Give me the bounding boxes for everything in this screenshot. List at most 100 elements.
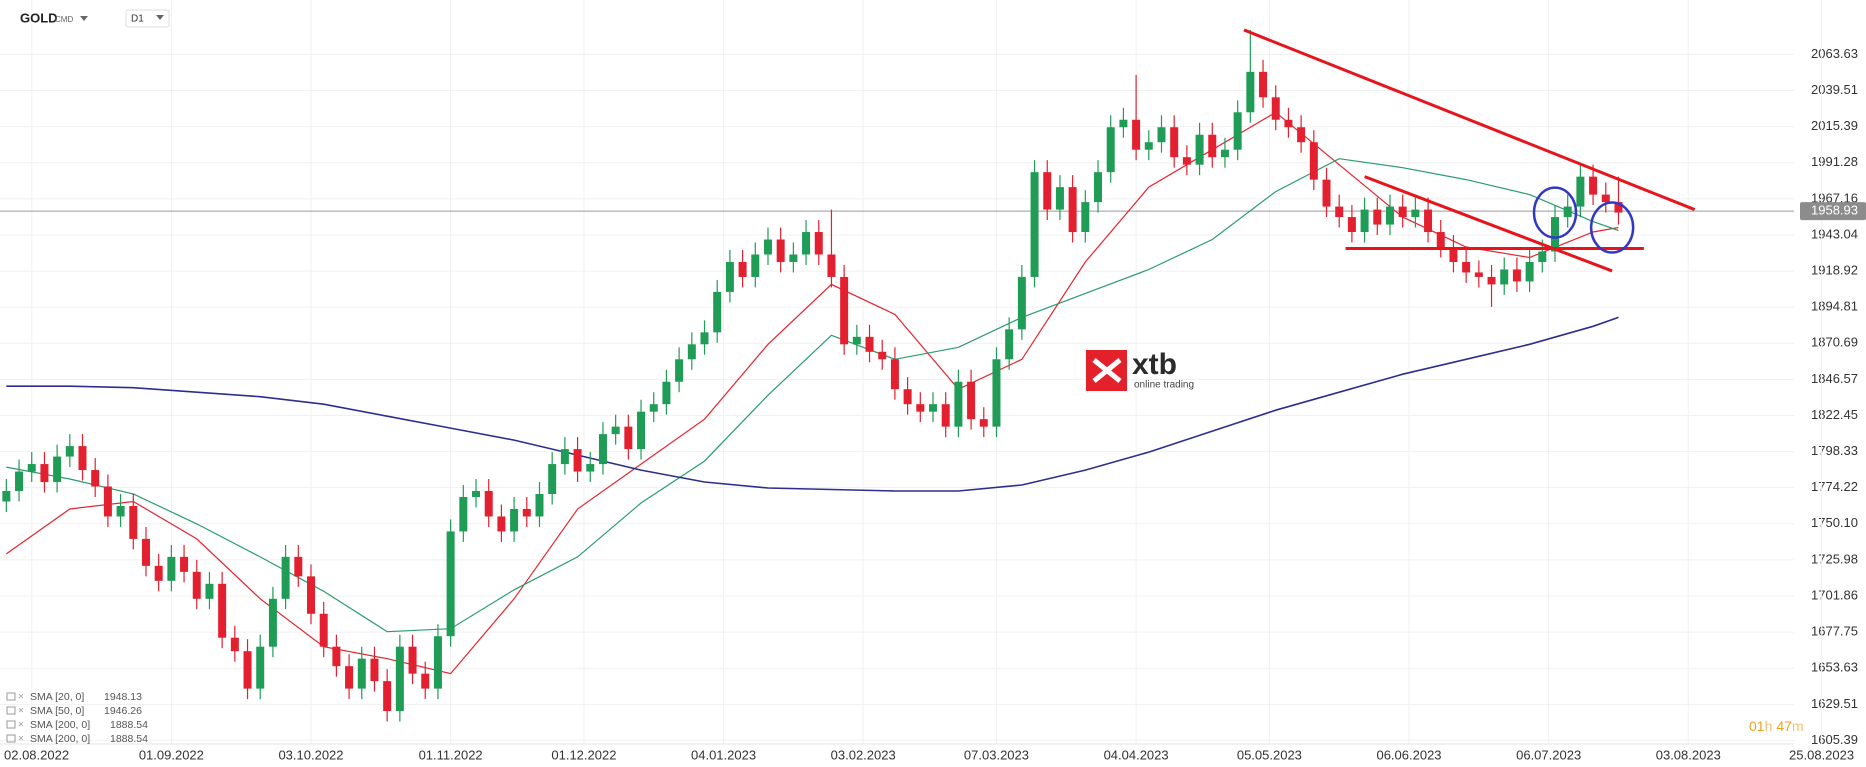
candle-body: [1614, 202, 1623, 213]
candle-body: [1347, 217, 1356, 233]
timer-part: 01: [1749, 718, 1765, 734]
candle-body: [1017, 276, 1026, 330]
x-tick-label: 03.02.2023: [831, 747, 896, 762]
candle-body: [1068, 187, 1077, 233]
candle-body: [395, 646, 404, 712]
candle-body: [421, 673, 430, 689]
y-tick-label: 1629.51: [1811, 696, 1858, 711]
candle-body: [637, 411, 646, 450]
candle-body: [1106, 127, 1115, 173]
x-tick-label: 07.03.2023: [964, 747, 1029, 762]
candle-body: [1500, 269, 1509, 285]
symbol-dropdown[interactable]: [80, 16, 88, 21]
legend-icon: [6, 706, 16, 715]
candle-body: [535, 494, 544, 517]
candle-body: [700, 332, 709, 345]
logo-icon: [1092, 358, 1122, 383]
candle-body: [497, 516, 506, 532]
candle-body: [1462, 261, 1471, 273]
y-tick-label: 1894.81: [1811, 299, 1858, 314]
highlight-circle: [1532, 186, 1578, 239]
legend-name: SMA [20, 0]: [30, 691, 84, 703]
candle-body: [129, 505, 138, 539]
candle-body: [433, 636, 442, 689]
y-tick-label: 1967.16: [1811, 190, 1858, 205]
candle-body: [1259, 71, 1268, 98]
x-tick-label: 06.07.2023: [1516, 747, 1581, 762]
candle-body: [903, 389, 912, 405]
timer: 01h 47m: [1749, 718, 1804, 734]
legend-value: 1948.13: [104, 691, 142, 703]
candle-body: [154, 565, 163, 581]
y-tick-label: 1991.28: [1811, 154, 1858, 169]
candle-body: [598, 434, 607, 465]
candle-body: [446, 531, 455, 637]
candle-body: [1170, 127, 1179, 158]
y-tick-label: 2039.51: [1811, 82, 1858, 97]
candle-body: [1487, 276, 1496, 285]
candle-body: [1424, 209, 1433, 233]
candle-body: [78, 446, 87, 471]
y-tick-label: 1677.75: [1811, 624, 1858, 639]
candle-body: [218, 583, 227, 638]
symbol: GOLD: [20, 10, 58, 25]
legend-icon: [6, 734, 16, 743]
y-tick-label: 1653.63: [1811, 660, 1858, 675]
candle-body: [1195, 134, 1204, 165]
legend-name: SMA [200, 0]: [30, 733, 90, 745]
candle-body: [459, 496, 468, 532]
timer-part: h: [1765, 718, 1773, 734]
candle-body: [230, 637, 239, 652]
candle-body: [357, 658, 366, 689]
candle-body: [1551, 217, 1559, 252]
x-tick-label: 04.04.2023: [1104, 747, 1169, 762]
y-tick-label: 1725.98: [1811, 551, 1858, 566]
candle-body: [256, 646, 265, 689]
x-tick-label: 01.09.2022: [139, 747, 204, 762]
x-tick-label: 05.05.2023: [1237, 747, 1302, 762]
legend-close: ×: [18, 692, 24, 703]
candle-body: [91, 470, 100, 487]
candle-body: [890, 359, 899, 390]
candle-body: [1411, 209, 1420, 218]
candle-body: [1525, 261, 1534, 282]
legend-name: SMA [200, 0]: [30, 719, 90, 731]
y-tick-label: 1605.39: [1811, 732, 1858, 747]
candle-body: [662, 381, 671, 405]
legend-icon: [6, 720, 16, 729]
candle-body: [307, 576, 315, 614]
candle-body: [1474, 272, 1483, 277]
candle-body: [1385, 206, 1394, 225]
candle-body: [548, 464, 557, 495]
candle-body: [192, 571, 201, 599]
candle-body: [560, 449, 569, 465]
highlight-circle: [1589, 201, 1635, 254]
candle-body: [1449, 247, 1458, 262]
candle-body: [319, 613, 328, 647]
x-tick-label: 03.10.2022: [278, 747, 343, 762]
candle-body: [53, 456, 62, 483]
candle-body: [167, 556, 176, 581]
candle-body: [1030, 172, 1039, 277]
candle-body: [345, 666, 354, 689]
candle-body: [624, 426, 633, 450]
candle-body: [1081, 202, 1090, 233]
candle-body: [1335, 206, 1344, 218]
candle-body: [1284, 119, 1293, 128]
y-tick-label: 1701.86: [1811, 587, 1858, 602]
logo-tagline: online trading: [1134, 380, 1194, 391]
candle-body: [687, 344, 696, 360]
candle-body: [713, 291, 722, 333]
candle-body: [1246, 71, 1255, 113]
candle-body: [1119, 119, 1128, 128]
candle-body: [1157, 127, 1166, 143]
candle-body: [649, 404, 658, 412]
y-tick-label: 1774.22: [1811, 479, 1858, 494]
candle-body: [954, 381, 963, 427]
candle-body: [1297, 127, 1306, 143]
candle-body: [510, 508, 519, 532]
candle-body: [586, 464, 595, 472]
interval-box[interactable]: [125, 9, 170, 28]
